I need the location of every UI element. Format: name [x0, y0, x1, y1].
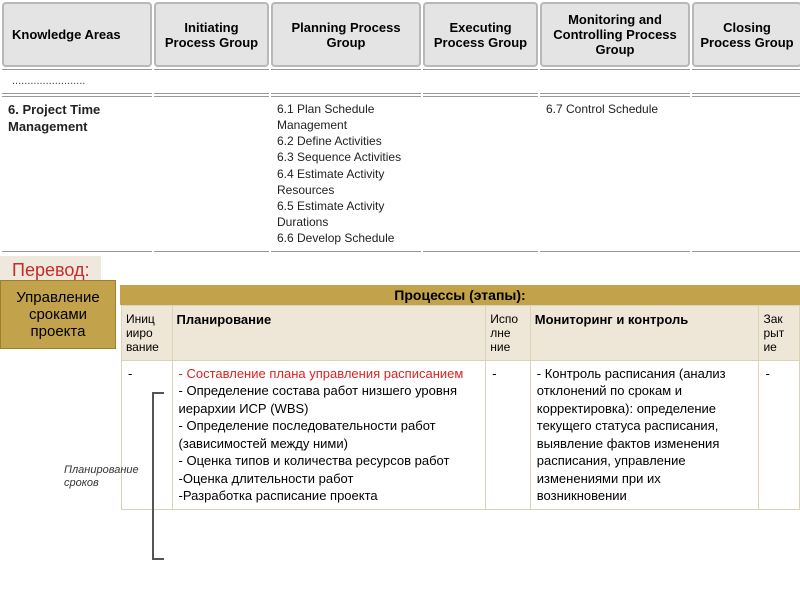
cell-monitoring: 6.7 Control Schedule	[540, 96, 690, 252]
ru-col-executing: Испо лне ние	[486, 305, 531, 360]
side-bracket-label: Планирование сроков	[64, 464, 154, 490]
ru-col-planning: Планирование	[172, 305, 486, 360]
col-planning: Planning Process Group	[271, 2, 421, 67]
ru-cell-planning: - Составление плана управления расписани…	[172, 360, 486, 509]
bracket-icon	[152, 392, 164, 560]
row-label: 6. Project Time Management	[2, 96, 152, 252]
ru-col-monitoring: Мониторинг и контроль	[530, 305, 759, 360]
ru-cell-executing: -	[486, 360, 531, 509]
time-management-row: 6. Project Time Management 6.1 Plan Sche…	[2, 96, 800, 252]
col-closing: Closing Process Group	[692, 2, 800, 67]
col-monitoring: Monitoring and Controlling Process Group	[540, 2, 690, 67]
ru-col-closing: Зак рыт ие	[759, 305, 800, 360]
header-row: Knowledge Areas Initiating Process Group…	[2, 2, 800, 67]
cell-initiating	[154, 96, 269, 252]
col-initiating: Initiating Process Group	[154, 2, 269, 67]
translation-block: Перевод: Процессы (этапы): Управление ср…	[0, 256, 800, 510]
ru-header-row: Иниц ииро вание Планирование Испо лне ни…	[0, 305, 800, 360]
ru-cell-monitoring: - Контроль расписания (анализ отклонений…	[530, 360, 759, 509]
processes-header: Процессы (этапы):	[120, 285, 800, 305]
cell-executing	[423, 96, 538, 252]
ru-col-initiating: Иниц ииро вание	[121, 305, 172, 360]
cell-planning: 6.1 Plan Schedule Management 6.2 Define …	[271, 96, 421, 252]
col-executing: Executing Process Group	[423, 2, 538, 67]
ellipsis-cell: ........................	[2, 69, 152, 94]
ru-cell-closing: -	[759, 360, 800, 509]
knowledge-area-box: Управление сроками проекта	[0, 280, 116, 349]
ellipsis-row: ........................	[2, 69, 800, 94]
cell-closing	[692, 96, 800, 252]
planning-first-item: - Составление плана управления расписани…	[179, 366, 464, 381]
col-knowledge-areas: Knowledge Areas	[2, 2, 152, 67]
planning-rest-items: - Определение состава работ низшего уров…	[179, 383, 457, 503]
pmbok-process-groups-table: Knowledge Areas Initiating Process Group…	[0, 0, 800, 254]
